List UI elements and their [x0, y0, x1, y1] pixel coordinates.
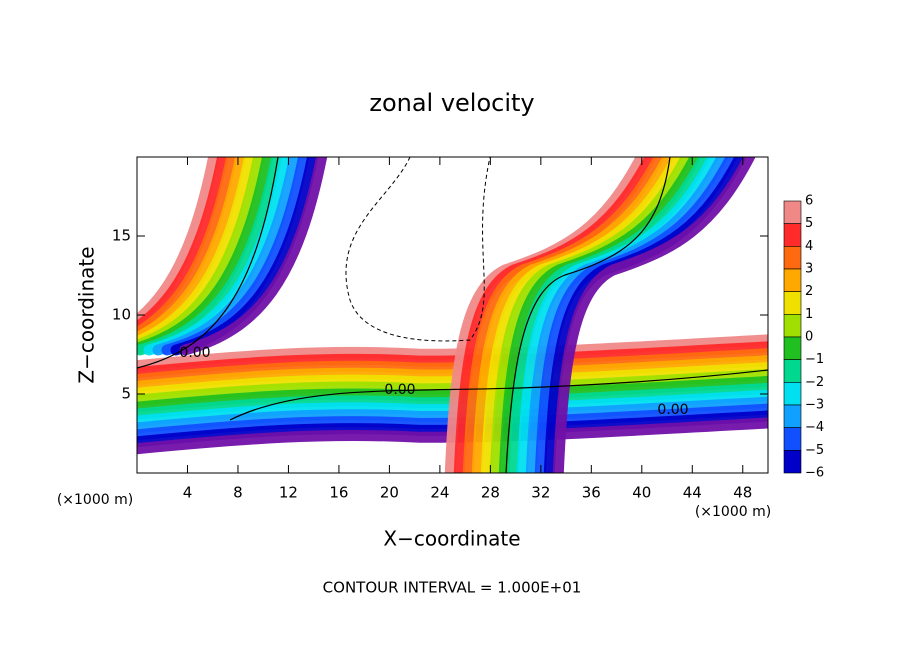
colorbar-label: 0: [805, 330, 813, 345]
colorbar-label: 2: [805, 284, 813, 299]
y-axis-label: Z−coordinate: [75, 246, 99, 383]
x-tick-label: 40: [632, 484, 651, 502]
colorbar-label: −2: [805, 375, 824, 390]
field-band: [137, 348, 768, 385]
field-band: [137, 362, 768, 399]
x-unit: (×1000 m): [57, 492, 133, 508]
x-unit: (×1000 m): [695, 504, 771, 520]
contour-line-dashed: [345, 157, 491, 342]
x-tick-label: 48: [733, 484, 752, 502]
colorbar-cell: [783, 427, 802, 451]
colorbar-label: 4: [805, 239, 813, 254]
contour-label: 0.00: [179, 345, 210, 361]
colorbar-label: −5: [805, 443, 824, 458]
x-tick-label: 20: [380, 484, 399, 502]
colorbar-cell: [783, 246, 802, 270]
x-tick-label: 28: [481, 484, 500, 502]
contour-line: [137, 157, 279, 369]
colorbar-cell: [783, 359, 802, 383]
field-band: [137, 334, 768, 372]
colorbar-label: 1: [805, 307, 813, 322]
field-band: [137, 157, 247, 344]
colorbar-label: −1: [805, 352, 824, 367]
colorbar-label: 3: [805, 262, 813, 277]
colorbar-cell: [783, 450, 802, 474]
contour-label: 0.00: [657, 402, 688, 418]
field-band: [137, 403, 768, 441]
colorbar-label: −3: [805, 398, 824, 413]
x-tick-label: 4: [183, 484, 193, 502]
field-band: [137, 157, 238, 340]
x-tick-label: 16: [329, 484, 348, 502]
field-band: [137, 389, 768, 427]
field-band: [137, 417, 768, 455]
y-tick-label: 15: [112, 227, 131, 245]
colorbar-label: 6: [805, 194, 813, 209]
footer: CONTOUR INTERVAL = 1.000E+01: [323, 579, 582, 597]
colorbar-label: 5: [805, 216, 813, 231]
x-tick-label: 44: [683, 484, 702, 502]
colorbar-label: −6: [805, 466, 824, 481]
field-band: [137, 157, 229, 334]
contour-line: [229, 369, 768, 421]
colorbar-cell: [783, 223, 802, 247]
contour-line: [505, 157, 671, 473]
colorbar-cell: [783, 268, 802, 292]
colorbar-cell: [783, 404, 802, 428]
x-tick-label: 36: [582, 484, 601, 502]
colorbar-cell: [783, 200, 802, 224]
x-tick-label: 12: [279, 484, 298, 502]
x-tick-label: 8: [233, 484, 243, 502]
field-band: [552, 157, 756, 473]
colorbar-cell: [783, 336, 802, 360]
colorbar-cell: [783, 314, 802, 338]
y-tick-label: 5: [121, 385, 131, 403]
field-band: [137, 382, 768, 420]
field-band: [137, 375, 768, 413]
y-tick-label: 10: [112, 306, 131, 324]
field-band: [137, 396, 768, 434]
field-band: [137, 410, 768, 448]
field-band: [137, 355, 768, 392]
field: [137, 157, 768, 473]
chart-title: zonal velocity: [369, 89, 534, 117]
field-band: [137, 341, 768, 379]
x-tick-label: 24: [430, 484, 449, 502]
x-tick-label: 32: [531, 484, 550, 502]
field-band: [179, 157, 328, 356]
colorbar-cell: [783, 291, 802, 315]
field-band: [137, 157, 220, 328]
contour-label: 0.00: [384, 382, 415, 398]
x-axis-label: X−coordinate: [383, 527, 520, 551]
colorbar-label: −4: [805, 420, 824, 435]
colorbar-cell: [783, 382, 802, 406]
